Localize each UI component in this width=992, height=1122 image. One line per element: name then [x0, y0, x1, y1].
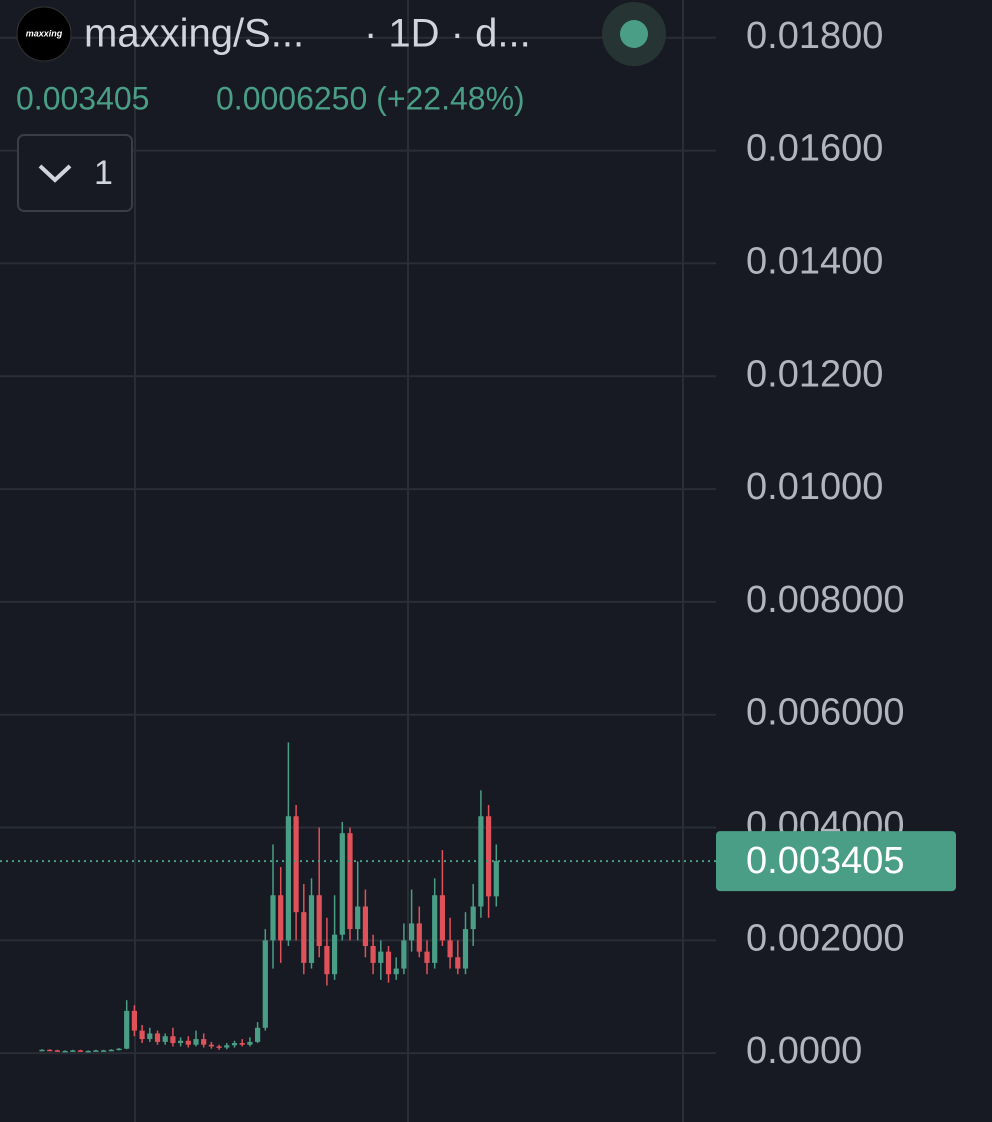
candle-body — [77, 1050, 84, 1052]
candle-body — [355, 906, 361, 930]
candle-body — [178, 1040, 184, 1044]
y-tick-label: 0.0000 — [746, 1030, 862, 1072]
candle-body — [116, 1048, 122, 1051]
candle-body — [39, 1049, 45, 1052]
candle-body — [62, 1050, 68, 1053]
logo-text: maxxing — [26, 28, 63, 38]
candle-body — [301, 912, 307, 963]
candle-body — [447, 940, 453, 958]
chevron — [38, 164, 72, 183]
last-value: 0.003405 — [16, 80, 149, 116]
plot — [0, 742, 716, 1053]
candle-body — [47, 1049, 53, 1052]
interval[interactable]: · 1D · d... — [364, 12, 531, 56]
logo — [16, 6, 72, 62]
candle-body — [70, 1050, 76, 1052]
candle-body — [54, 1050, 60, 1052]
candle-body — [208, 1044, 214, 1047]
candle-body — [332, 934, 338, 975]
candle-body — [124, 1010, 130, 1049]
candle-body — [278, 895, 284, 941]
candle-body — [147, 1033, 153, 1040]
y-tick-label: 0.01600 — [746, 128, 883, 170]
candle-body — [439, 895, 445, 941]
candle-body — [316, 895, 322, 946]
candle-body — [470, 906, 476, 930]
candle-body — [255, 1027, 261, 1042]
status-dot — [620, 20, 648, 48]
candle-body — [324, 946, 330, 975]
y-tick-label: 0.01000 — [746, 466, 883, 508]
candle-body — [432, 895, 438, 963]
y-tick-label: 0.006000 — [746, 692, 905, 734]
candle-body — [224, 1045, 230, 1048]
y-tick-label: 0.01200 — [746, 353, 883, 395]
candle-body — [293, 816, 299, 913]
candle-body — [216, 1046, 222, 1048]
candle-body — [239, 1043, 245, 1045]
candle-body — [347, 833, 353, 930]
candle-body — [154, 1033, 161, 1042]
candle-body — [370, 946, 376, 963]
candle-body — [493, 861, 499, 897]
y-tick-label: 0.008000 — [746, 579, 905, 621]
symbol[interactable]: maxxing/S... — [84, 12, 304, 56]
candle-body — [201, 1039, 207, 1045]
overlay: maxxing maxxing/S... · 1D · d... 0.00340… — [16, 2, 956, 892]
candle-body — [231, 1043, 238, 1046]
candle-body — [162, 1036, 168, 1042]
indicator-toggle[interactable] — [17, 134, 133, 212]
candle-body — [339, 833, 345, 935]
candle-body — [170, 1036, 176, 1044]
candle-body — [262, 940, 268, 1028]
candle-body — [139, 1030, 145, 1040]
candle-body — [362, 906, 368, 946]
candle-body — [385, 951, 392, 975]
last-price-label: 0.003405 — [746, 840, 905, 882]
candle-body — [401, 940, 407, 969]
candle-body — [93, 1050, 99, 1052]
candle-body — [424, 951, 430, 963]
candle-body — [486, 816, 492, 897]
candle-body — [462, 929, 469, 969]
candle-body — [393, 968, 399, 975]
candle-body — [108, 1049, 114, 1052]
candle-body — [455, 957, 461, 969]
candle-body — [101, 1050, 107, 1052]
last-price-tag — [716, 831, 956, 892]
candle-body — [131, 1010, 137, 1031]
candle-body — [409, 923, 415, 941]
candle-body — [270, 895, 276, 941]
candle-body — [185, 1040, 191, 1045]
candle-body — [378, 951, 384, 963]
y-tick-label: 0.01400 — [746, 240, 883, 282]
candle-body — [285, 816, 291, 941]
candle-body — [85, 1050, 91, 1053]
candle-body — [416, 923, 422, 952]
candle-body — [247, 1041, 253, 1045]
y-tick-label: 0.002000 — [746, 917, 905, 959]
candle-body — [308, 895, 315, 963]
change: 0.0006250 (+22.48%) — [216, 80, 525, 116]
candle-body — [193, 1039, 199, 1045]
y-tick-label: 0.01800 — [746, 15, 883, 57]
indicator-count: 1 — [94, 154, 113, 192]
